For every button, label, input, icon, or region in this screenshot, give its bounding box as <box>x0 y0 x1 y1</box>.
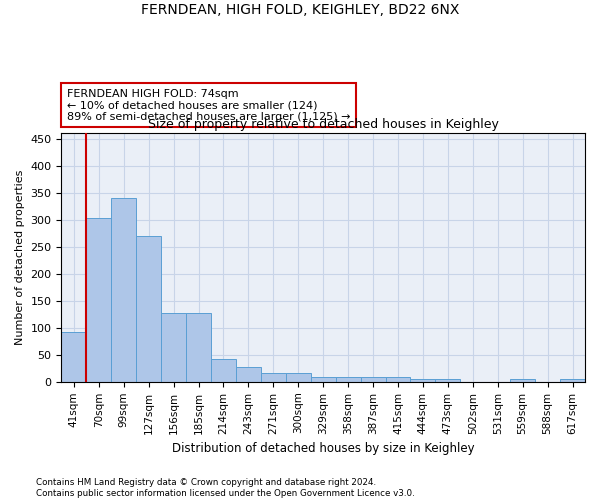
Bar <box>311 377 335 382</box>
Y-axis label: Number of detached properties: Number of detached properties <box>15 170 25 345</box>
Bar <box>211 358 236 382</box>
Bar <box>111 198 136 382</box>
Bar <box>136 236 161 382</box>
Bar <box>86 218 111 382</box>
Bar <box>61 332 86 382</box>
Bar <box>161 312 186 382</box>
Text: Contains HM Land Registry data © Crown copyright and database right 2024.
Contai: Contains HM Land Registry data © Crown c… <box>36 478 415 498</box>
Bar <box>186 312 211 382</box>
Bar <box>236 366 261 382</box>
Bar <box>335 377 361 382</box>
Text: FERNDEAN HIGH FOLD: 74sqm
← 10% of detached houses are smaller (124)
89% of semi: FERNDEAN HIGH FOLD: 74sqm ← 10% of detac… <box>67 88 350 122</box>
Bar <box>261 372 286 382</box>
Title: Size of property relative to detached houses in Keighley: Size of property relative to detached ho… <box>148 118 499 130</box>
Bar <box>510 379 535 382</box>
Bar <box>361 377 386 382</box>
Bar <box>436 379 460 382</box>
Text: FERNDEAN, HIGH FOLD, KEIGHLEY, BD22 6NX: FERNDEAN, HIGH FOLD, KEIGHLEY, BD22 6NX <box>141 2 459 16</box>
Bar <box>386 377 410 382</box>
Bar <box>410 379 436 382</box>
Bar <box>560 379 585 382</box>
X-axis label: Distribution of detached houses by size in Keighley: Distribution of detached houses by size … <box>172 442 475 455</box>
Bar <box>286 372 311 382</box>
